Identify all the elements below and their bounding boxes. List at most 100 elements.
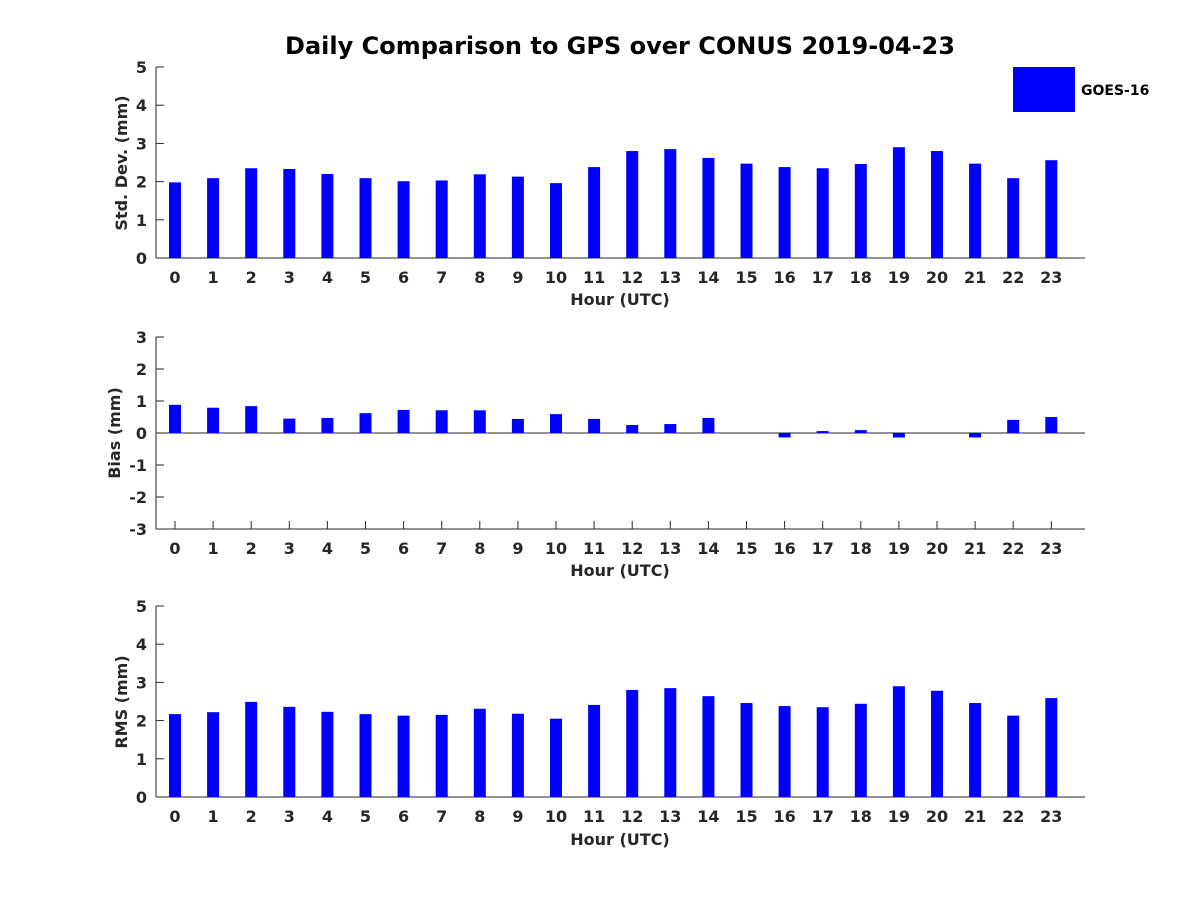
bias-xtick-label: 22 <box>1002 539 1024 558</box>
bias-bar-hour-18 <box>854 430 867 433</box>
rms-bar-hour-11 <box>588 704 601 797</box>
bias-xtick-label: 20 <box>926 539 948 558</box>
std-dev-bar-hour-5 <box>359 178 372 258</box>
std-dev-bar-hour-13 <box>664 149 677 258</box>
rms-bar-hour-19 <box>892 686 905 797</box>
std-dev-xtick-label: 16 <box>773 268 795 287</box>
std-dev-xtick-label: 12 <box>621 268 643 287</box>
rms-ytick-label: 5 <box>136 597 147 616</box>
bias-xtick-label: 19 <box>888 539 910 558</box>
bias-x-axis-label: Hour (UTC) <box>570 561 670 580</box>
std-dev-y-axis-label: Std. Dev. (mm) <box>112 95 131 230</box>
rms-xtick-label: 19 <box>888 807 910 826</box>
std-dev-ytick-label: 0 <box>136 249 147 268</box>
bias-xtick-label: 3 <box>284 539 295 558</box>
rms-xtick-label: 4 <box>322 807 333 826</box>
std-dev-xtick-label: 19 <box>888 268 910 287</box>
rms-xtick-label: 22 <box>1002 807 1024 826</box>
rms-xtick-label: 5 <box>360 807 371 826</box>
std-dev-bar-hour-14 <box>702 157 715 258</box>
std-dev-xtick-label: 6 <box>398 268 409 287</box>
bias-bar-hour-17 <box>816 431 829 433</box>
std-dev-bar-hour-12 <box>626 151 639 258</box>
std-dev-bar-hour-4 <box>321 173 334 258</box>
legend: GOES-16 <box>1013 67 1149 112</box>
rms-bar-hour-18 <box>854 703 867 797</box>
bias-xtick-label: 21 <box>964 539 986 558</box>
std-dev-ytick-label: 1 <box>136 211 147 230</box>
rms-bar-hour-1 <box>207 712 220 797</box>
std-dev-bar-hour-22 <box>1007 178 1020 258</box>
bias-xtick-label: 16 <box>773 539 795 558</box>
rms-bar-hour-23 <box>1045 698 1058 797</box>
rms-xtick-label: 7 <box>436 807 447 826</box>
std-dev-bar-hour-20 <box>931 151 943 258</box>
rms-bar-hour-3 <box>283 706 296 797</box>
rms-bar-hour-17 <box>816 707 829 797</box>
rms-xtick-label: 17 <box>812 807 834 826</box>
rms-xtick-label: 0 <box>169 807 180 826</box>
bias-bar-hour-13 <box>664 424 677 433</box>
std-dev-xtick-label: 3 <box>284 268 295 287</box>
std-dev-xtick-label: 5 <box>360 268 371 287</box>
rms-xtick-label: 12 <box>621 807 643 826</box>
rms-bar-hour-9 <box>511 713 524 797</box>
std-dev-xtick-label: 14 <box>697 268 719 287</box>
rms-xtick-label: 16 <box>773 807 795 826</box>
rms-xtick-label: 15 <box>735 807 757 826</box>
rms-bar-hour-0 <box>169 714 181 797</box>
std-dev-xtick-label: 10 <box>545 268 567 287</box>
std-dev-bar-hour-2 <box>245 168 258 258</box>
bias-bar-hour-1 <box>207 407 220 433</box>
std-dev-xtick-label: 7 <box>436 268 447 287</box>
rms-bar-hour-10 <box>550 718 562 797</box>
rms-xtick-label: 21 <box>964 807 986 826</box>
rms-ytick-label: 2 <box>136 712 147 731</box>
rms-bar-hour-15 <box>740 703 753 797</box>
bias-xtick-label: 12 <box>621 539 643 558</box>
rms-ytick-label: 0 <box>136 788 147 807</box>
std-dev-bar-hour-16 <box>778 167 791 258</box>
std-dev-xtick-label: 17 <box>812 268 834 287</box>
std-dev-xtick-label: 9 <box>512 268 523 287</box>
rms-bar-hour-5 <box>359 714 372 797</box>
rms-x-axis-label: Hour (UTC) <box>570 830 670 849</box>
rms-xtick-label: 8 <box>474 807 485 826</box>
bias-xtick-label: 13 <box>659 539 681 558</box>
bias-ytick-label: -1 <box>129 456 147 475</box>
std-dev-bar-hour-0 <box>169 182 181 258</box>
std-dev-bar-hour-9 <box>511 176 524 258</box>
rms-ytick-label: 1 <box>136 750 147 769</box>
rms-ytick-label: 4 <box>136 635 147 654</box>
rms-xtick-label: 9 <box>512 807 523 826</box>
bias-xtick-label: 15 <box>735 539 757 558</box>
std-dev-xtick-label: 22 <box>1002 268 1024 287</box>
std-dev-bar-hour-15 <box>740 163 753 258</box>
rms-xtick-label: 11 <box>583 807 605 826</box>
std-dev-bar-hour-23 <box>1045 160 1058 258</box>
bias-ytick-label: -3 <box>129 520 147 539</box>
rms-bar-hour-4 <box>321 711 334 797</box>
bias-ytick-label: 0 <box>136 424 147 443</box>
bias-bar-hour-14 <box>702 417 715 433</box>
bias-bar-hour-7 <box>435 410 448 433</box>
std-dev-bar-hour-8 <box>473 174 486 258</box>
bias-bar-hour-21 <box>969 433 982 438</box>
bias-bar-hour-0 <box>169 404 181 433</box>
rms-xtick-label: 10 <box>545 807 567 826</box>
bias-xtick-label: 18 <box>850 539 872 558</box>
bias-xtick-label: 9 <box>512 539 523 558</box>
std-dev-bar-hour-1 <box>207 178 220 258</box>
rms-xtick-label: 14 <box>697 807 719 826</box>
rms-bar-hour-20 <box>931 690 943 797</box>
bias-xtick-label: 8 <box>474 539 485 558</box>
rms-xtick-label: 6 <box>398 807 409 826</box>
bias-xtick-label: 17 <box>812 539 834 558</box>
bias-y-axis-label: Bias (mm) <box>105 387 124 479</box>
rms-xtick-label: 23 <box>1040 807 1062 826</box>
bias-ytick-label: 1 <box>136 392 147 411</box>
rms-xtick-label: 20 <box>926 807 948 826</box>
